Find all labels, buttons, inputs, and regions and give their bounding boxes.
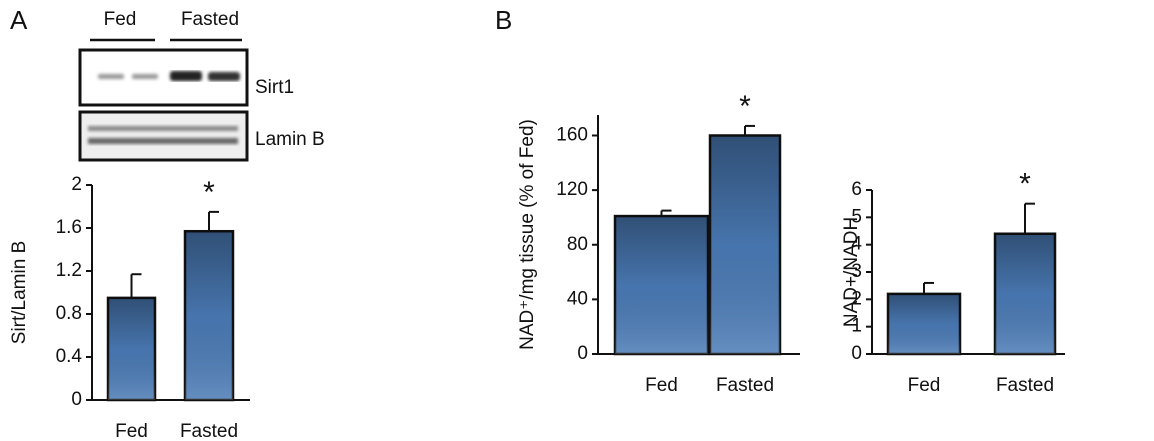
y-tick-label: 2 xyxy=(851,288,862,309)
y-tick-label: 40 xyxy=(567,288,588,309)
x-tick-label: Fasted xyxy=(180,421,238,441)
y-axis-label: Sirt/Lamin B xyxy=(9,241,30,344)
annotation: * xyxy=(739,90,751,123)
y-axis-label: NAD+/NADH xyxy=(841,217,862,327)
bar-shade xyxy=(888,293,960,354)
panel-label: B xyxy=(495,5,512,35)
x-tick-label: Fed xyxy=(115,421,148,441)
x-tick-label: Fed xyxy=(645,375,678,396)
bar-shade xyxy=(995,233,1055,354)
annotation: * xyxy=(1019,168,1031,201)
y-tick-label: 160 xyxy=(556,125,588,146)
y-tick-label: 0 xyxy=(577,343,588,364)
y-tick-label: 0 xyxy=(71,389,82,410)
y-tick-label: 3 xyxy=(851,261,862,282)
x-tick-label: Fasted xyxy=(996,375,1054,396)
y-axis-label: NAD⁺/mg tissue (% of Fed) xyxy=(517,119,538,350)
y-tick-label: 0 xyxy=(851,343,862,364)
bar-shade xyxy=(108,297,155,400)
y-tick-label: 0.8 xyxy=(56,303,82,324)
bar-shade xyxy=(185,231,233,400)
bar-shade xyxy=(615,216,708,354)
blot-label: Lamin B xyxy=(255,129,325,150)
annotation: * xyxy=(203,176,215,209)
blot-group: Fasted xyxy=(181,9,239,30)
y-tick-label: 6 xyxy=(851,179,862,200)
y-tick-label: 5 xyxy=(851,206,862,227)
y-tick-label: 120 xyxy=(556,179,588,200)
y-tick-label: 1.6 xyxy=(56,217,82,238)
panel-label: A xyxy=(10,5,28,35)
x-tick-label: Fed xyxy=(908,375,941,396)
y-tick-label: 0.4 xyxy=(56,346,83,367)
blot-lamin xyxy=(78,110,249,162)
y-tick-label: 80 xyxy=(567,234,588,255)
y-tick-label: 1.2 xyxy=(56,260,82,281)
y-tick-label: 4 xyxy=(851,234,862,255)
y-tick-label: 2 xyxy=(71,174,82,195)
blot-label: Sirt1 xyxy=(255,77,294,98)
bar-shade xyxy=(710,135,780,354)
blot-group: Fed xyxy=(104,9,137,30)
blot-sirt1 xyxy=(78,48,249,107)
x-tick-label: Fasted xyxy=(716,375,774,396)
y-tick-label: 1 xyxy=(851,316,862,337)
